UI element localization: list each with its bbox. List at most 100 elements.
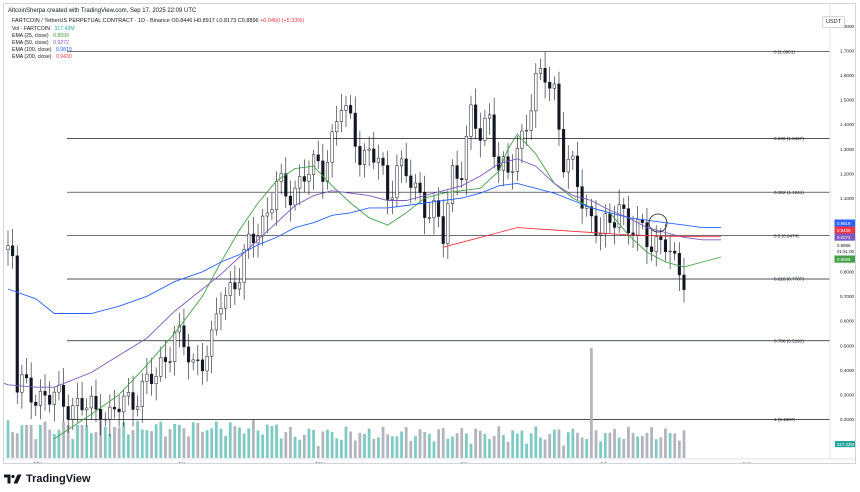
y-tick-label: 0.5000 bbox=[840, 343, 854, 348]
price-tag-label: 0.9272 bbox=[837, 235, 851, 240]
candle-body bbox=[358, 146, 362, 165]
indicator-value: 0.8599 bbox=[53, 33, 69, 39]
indicator-value: 0.9819 bbox=[55, 47, 72, 53]
candle-body bbox=[57, 384, 61, 393]
volume-bar bbox=[529, 433, 533, 458]
volume-bar bbox=[39, 424, 42, 458]
volume-bar bbox=[446, 438, 450, 458]
volume-bar bbox=[173, 423, 177, 458]
candle-body bbox=[585, 206, 589, 209]
candle-body bbox=[575, 155, 580, 187]
time-axis[interactable]: MarAprMayJunJulAugSepOctNov bbox=[34, 461, 856, 464]
volume-bar bbox=[159, 421, 163, 458]
currency-selector[interactable]: USDT bbox=[822, 16, 845, 28]
indicator-ema25[interactable]: EMA (25, close) 0.8599 bbox=[12, 33, 69, 39]
candle-body bbox=[89, 395, 93, 409]
candle-body bbox=[205, 355, 209, 372]
candle-body bbox=[381, 157, 385, 166]
candle-body bbox=[242, 249, 246, 283]
volume-bar bbox=[427, 433, 431, 458]
volume-bar bbox=[377, 437, 380, 458]
candle-body bbox=[80, 398, 84, 411]
volume-bar bbox=[386, 434, 390, 458]
volume-bar bbox=[210, 428, 214, 458]
candles bbox=[6, 51, 686, 437]
indicator-value: 0.9272 bbox=[53, 40, 69, 46]
indicator-ema100[interactable]: EMA (100, close) 0.9819 bbox=[12, 47, 72, 53]
candle-body bbox=[15, 255, 19, 393]
y-tick-label: 0.7000 bbox=[840, 294, 854, 299]
candle-body bbox=[316, 154, 320, 162]
volume-bar bbox=[302, 434, 306, 458]
volume-bar bbox=[238, 427, 241, 458]
candle-body bbox=[52, 391, 56, 405]
candle-body bbox=[307, 174, 311, 182]
chart-canvas[interactable]: 0 (1.6961) 0.236 (1.3427) 0.382 (1.1241) 0.… bbox=[4, 4, 856, 464]
candle-body bbox=[62, 384, 66, 407]
volume-bar bbox=[140, 429, 144, 458]
volume-bar bbox=[103, 426, 107, 458]
chart-panel[interactable]: 0 (1.6961) 0.236 (1.3427) 0.382 (1.1241) 0.… bbox=[3, 3, 856, 464]
candle-body bbox=[603, 213, 607, 235]
volume-bar bbox=[15, 433, 19, 458]
x-tick-label: Aug bbox=[742, 461, 751, 464]
volume-bar bbox=[520, 430, 524, 458]
indicator-ema50[interactable]: EMA (50, close) 0.9272 bbox=[12, 40, 69, 46]
candle-body bbox=[112, 406, 117, 410]
volume-bar bbox=[25, 424, 28, 458]
candle-body bbox=[214, 313, 218, 331]
candle-body bbox=[200, 359, 205, 372]
volume-bar bbox=[603, 433, 607, 458]
y-tick-label: 0.4000 bbox=[840, 368, 854, 373]
ema-line bbox=[54, 133, 722, 440]
candle-body bbox=[469, 104, 473, 137]
candle-body bbox=[325, 161, 330, 182]
volume-bar bbox=[191, 422, 195, 458]
volume-bar bbox=[594, 430, 598, 458]
volume-bar bbox=[131, 429, 135, 458]
candle-body bbox=[24, 374, 29, 379]
fib-level-label: 0.618 (0.7707) bbox=[774, 277, 804, 282]
candle-body bbox=[409, 175, 413, 188]
volume-bar bbox=[400, 431, 403, 458]
y-tick-label: 1.5000 bbox=[840, 98, 854, 103]
volume-bar bbox=[677, 440, 681, 458]
candle-body bbox=[599, 233, 603, 236]
volume-bar bbox=[289, 426, 292, 458]
candle-body bbox=[492, 114, 496, 157]
volume-bar bbox=[89, 433, 93, 458]
volume-bar bbox=[418, 429, 422, 458]
candle-body bbox=[617, 204, 621, 228]
y-tick-label: 1.2000 bbox=[840, 171, 854, 176]
volume-bar bbox=[488, 439, 491, 458]
indicator-ema200[interactable]: EMA (200, close) 0.9430 bbox=[12, 54, 72, 60]
candle-body bbox=[608, 213, 612, 223]
y-tick-label: 1.6000 bbox=[840, 73, 854, 78]
y-tick-label: 1.4000 bbox=[840, 122, 854, 127]
candle-body bbox=[353, 112, 357, 147]
candle-body bbox=[335, 121, 339, 133]
symbol-legend[interactable]: FARTCOIN / TetherUS PERPETUAL CONTRACT ·… bbox=[12, 18, 305, 24]
candle-body bbox=[390, 197, 394, 200]
volume-bar bbox=[20, 425, 24, 458]
candle-body bbox=[302, 176, 306, 182]
price-tag-label: 01:51:00 bbox=[837, 249, 855, 254]
volume-bar bbox=[599, 441, 603, 458]
volume-bar bbox=[150, 431, 153, 458]
candle-body bbox=[659, 236, 663, 240]
volume-bar bbox=[502, 434, 505, 458]
ema-line bbox=[443, 227, 721, 248]
volume-bar bbox=[608, 432, 612, 458]
y-tick-label: 1.1000 bbox=[840, 196, 854, 201]
candle-body bbox=[362, 149, 367, 165]
indicator-volume[interactable]: Vol · FARTCOIN 317.42M bbox=[12, 26, 75, 32]
volume-bar bbox=[511, 430, 515, 458]
ema-line bbox=[7, 182, 721, 314]
volume-bar bbox=[94, 432, 98, 458]
volume-bar bbox=[126, 434, 130, 458]
candle-body bbox=[66, 406, 70, 420]
candle-body bbox=[650, 246, 654, 252]
ema-line bbox=[4, 158, 721, 388]
candle-body bbox=[228, 282, 232, 296]
y-tick-label: 0.2000 bbox=[840, 417, 854, 422]
